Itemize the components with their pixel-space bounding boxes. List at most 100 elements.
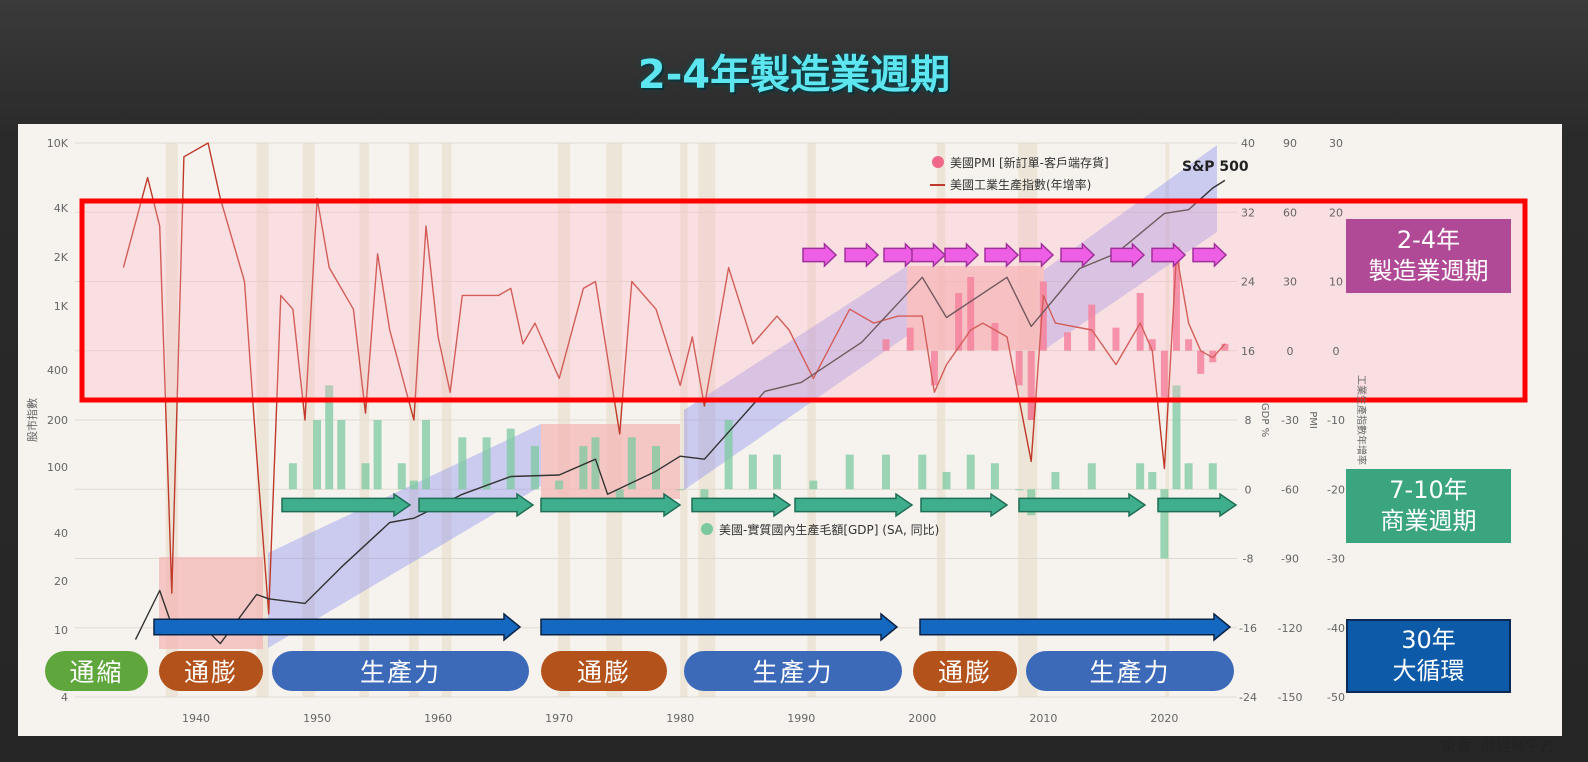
gdp-bar (288, 463, 297, 490)
gdp-axis-tick: -8 (1243, 553, 1254, 566)
pmi-axis-tick: -60 (1281, 483, 1299, 496)
pmi-bar (1172, 246, 1180, 351)
phase-inflation-1: 通膨 (159, 651, 263, 691)
long-cycle-arrow (919, 612, 1232, 642)
gdp-bar (652, 445, 660, 490)
pmi-bar (1136, 293, 1144, 351)
phase-productivity-2: 生產力 (684, 651, 902, 691)
x-axis-tick: 1980 (666, 712, 694, 725)
ip-axis-tick: -40 (1327, 622, 1345, 635)
business-cycle-arrow (1018, 492, 1147, 518)
pmi-bar (1039, 281, 1047, 351)
pmi-cycle-arrow (1060, 242, 1096, 268)
left-axis-tick: 40 (54, 527, 68, 540)
gdp-bar (966, 454, 975, 490)
pmi-cycle-arrow (844, 242, 880, 268)
gdp-bar (918, 454, 927, 490)
pmi-bar (1209, 350, 1217, 363)
left-axis-tick: 10K (47, 137, 69, 150)
gdp-bar (397, 463, 406, 490)
ip-axis-tick: 20 (1329, 206, 1343, 219)
sp500-label: S&P 500 (1182, 159, 1249, 175)
gdp-bar (627, 437, 636, 490)
ip-axis-tick: -30 (1327, 553, 1345, 566)
cycle-box-2-4y-line2: 製造業週期 (1368, 257, 1489, 285)
pmi-bar (1088, 304, 1096, 351)
gdp-axis-tick: 8 (1245, 414, 1252, 427)
x-axis-tick: 2010 (1029, 712, 1057, 725)
pmi-bar (1027, 350, 1035, 420)
gdp-bar (458, 437, 467, 490)
business-cycle-arrow (281, 492, 412, 518)
cycle-box-30y-line2: 大循環 (1392, 657, 1465, 685)
business-cycle-arrow (794, 492, 914, 518)
gdp-bar (373, 420, 382, 490)
gdp-bar (506, 428, 515, 490)
business-cycle-arrow (691, 492, 792, 518)
ip-axis-tick: 30 (1329, 137, 1343, 150)
x-axis-tick: 1960 (424, 712, 452, 725)
gdp-bar (1172, 385, 1181, 490)
pmi-bar (930, 350, 938, 386)
left-axis-tick: 4 (61, 691, 68, 704)
cycle-box-30y-line1: 30年 (1401, 626, 1456, 654)
gdp-bar (1051, 471, 1060, 490)
pmi-axis-tick: 0 (1287, 345, 1294, 358)
x-axis-tick: 1990 (787, 712, 815, 725)
ip-axis-tick: -50 (1327, 691, 1345, 704)
left-axis-tick: 20 (54, 575, 68, 588)
gdp-axis-tick: 40 (1241, 137, 1255, 150)
gdp-axis-tick: 24 (1241, 276, 1255, 289)
phase-inflation-2: 通膨 (541, 651, 667, 691)
business-cycle-arrow (1157, 492, 1238, 518)
pmi-cycle-arrow (1019, 242, 1055, 268)
business-cycle-arrow (418, 492, 535, 518)
left-axis-tick: 200 (47, 414, 68, 427)
pmi-axis-tick: -90 (1281, 553, 1299, 566)
pmi-bar (1197, 350, 1205, 374)
pmi-axis-tick: -150 (1278, 691, 1303, 704)
legend-ip-label: 美國工業生產指數(年增率) (950, 177, 1091, 192)
pmi-bar (991, 323, 999, 351)
gdp-bar (881, 454, 890, 490)
gdp-bar (1087, 463, 1096, 490)
phase-inflation-3: 通膨 (913, 651, 1017, 691)
pmi-bar (1148, 339, 1156, 351)
pmi-cycle-arrow (883, 242, 919, 268)
ip-axis-tick: -20 (1327, 483, 1345, 496)
pmi-axis-tick: -120 (1278, 622, 1303, 635)
left-axis-tick: 400 (47, 364, 68, 377)
cycle-box-30y: 30年 大循環 (1346, 619, 1511, 693)
pmi-bar (1160, 350, 1168, 397)
gdp-bar (615, 489, 624, 498)
pmi-cycle-arrow (1151, 242, 1187, 268)
left-axis-tick: 1K (54, 300, 69, 313)
gdp-bar (1208, 463, 1217, 490)
x-axis-tick: 2000 (908, 712, 936, 725)
gdp-bar (724, 420, 733, 490)
source-credit: 來源: 財經M平方 (1441, 737, 1554, 755)
cycle-box-7-10y: 7-10年 商業週期 (1346, 469, 1511, 543)
gdp-bar (845, 454, 854, 490)
gdp-bar (748, 454, 757, 490)
gdp-bar (579, 445, 588, 490)
pmi-axis-tick: 60 (1283, 206, 1297, 219)
gdp-axis-tick: -24 (1239, 691, 1257, 704)
gdp-bar (1148, 471, 1157, 490)
pmi-cycle-arrow (1192, 242, 1228, 268)
legend-gdp-label: 美國-實質國內生產毛額[GDP] (SA, 同比) (719, 522, 939, 537)
gdp-bar (422, 420, 431, 490)
gdp-bar (1184, 463, 1193, 490)
x-axis-tick: 2020 (1150, 712, 1178, 725)
gdp-bar (942, 471, 951, 490)
pmi-bar (882, 339, 890, 351)
gdp-bar (313, 420, 322, 490)
left-axis-label: 股市指數 (25, 398, 39, 442)
productivity-band-2 (684, 266, 907, 490)
legend-pmi-label: 美國PMI [新訂單-客戶端存貨] (950, 155, 1109, 170)
pmi-axis-tick: 90 (1283, 137, 1297, 150)
cycle-box-2-4y: 2-4年 製造業週期 (1346, 219, 1511, 293)
gdp-bar (555, 480, 564, 490)
gdp-bar (1160, 489, 1169, 559)
